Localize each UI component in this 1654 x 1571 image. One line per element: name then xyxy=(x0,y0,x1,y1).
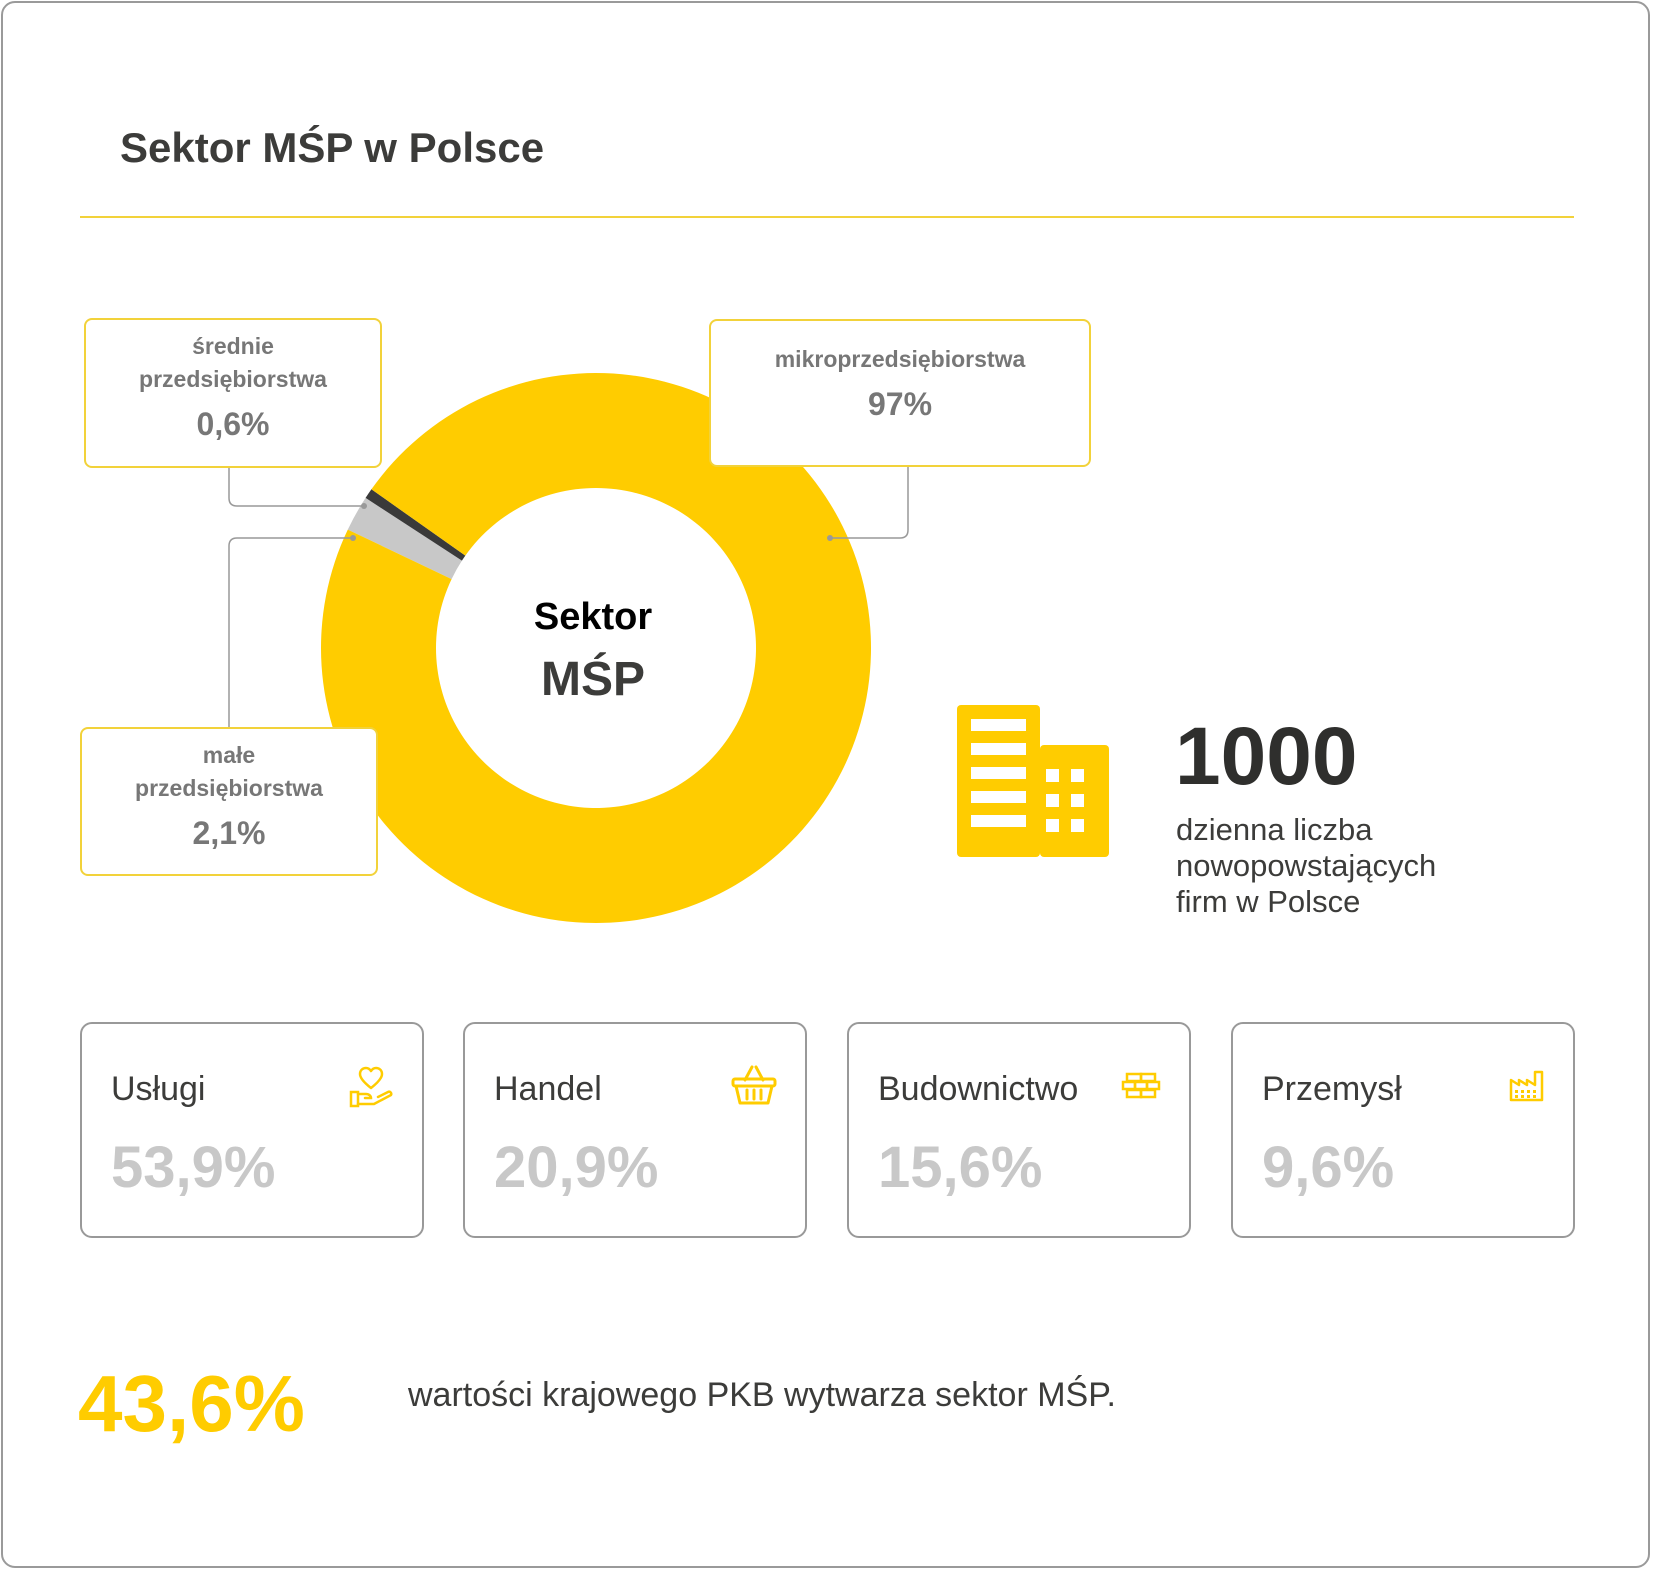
basket-icon xyxy=(731,1065,777,1105)
callout-srednie: średnie przedsiębiorstwa 0,6% xyxy=(84,318,382,468)
sector-name: Handel xyxy=(494,1070,602,1108)
sector-card-budownictwo: Budownictwo 15,6% xyxy=(847,1022,1191,1238)
building-icon xyxy=(957,705,1109,857)
bricks-icon xyxy=(1121,1072,1161,1099)
sector-card-handel: Handel 20,9% xyxy=(463,1022,807,1238)
donut-center-label-top: Sektor xyxy=(533,596,653,638)
donut-slice-male xyxy=(347,497,462,580)
daily-desc-line1: dzienna liczba xyxy=(1176,812,1373,847)
sector-name: Usługi xyxy=(111,1070,206,1108)
leader-dot-srednie xyxy=(361,503,367,509)
donut-center-label-bottom: MŚP xyxy=(540,653,645,706)
gdp-share-description: wartości krajowego PKB wytwarza sektor M… xyxy=(408,1376,1116,1414)
leader-line-mikro xyxy=(830,467,909,539)
callout-mikro-pct: 97% xyxy=(867,386,933,422)
callout-srednie-pct: 0,6% xyxy=(196,406,270,442)
sector-card-uslugi: Usługi 53,9% xyxy=(80,1022,424,1238)
leader-line-male xyxy=(228,537,353,727)
leader-line-srednie xyxy=(228,468,364,507)
hand-heart-icon xyxy=(349,1066,393,1108)
sector-card-przemysl: Przemysł 9,6% xyxy=(1231,1022,1575,1238)
sector-value: 20,9% xyxy=(494,1135,659,1200)
sector-value: 15,6% xyxy=(878,1135,1043,1200)
sector-value: 53,9% xyxy=(111,1135,276,1200)
daily-new-firms-number: 1000 xyxy=(1175,711,1358,802)
donut-slice-srednie xyxy=(365,489,466,561)
sector-value: 9,6% xyxy=(1262,1135,1395,1200)
factory-icon xyxy=(1509,1070,1544,1102)
sector-name: Budownictwo xyxy=(878,1070,1079,1108)
callout-mikro-line1: mikroprzedsiębiorstwa xyxy=(774,346,1026,372)
callout-mikro: mikroprzedsiębiorstwa 97% xyxy=(709,319,1091,467)
callout-srednie-line1: średnie xyxy=(192,333,274,359)
page-title: Sektor MŚP w Polsce xyxy=(120,124,545,171)
daily-desc-line3: firm w Polsce xyxy=(1176,884,1361,919)
leader-dot-mikro xyxy=(827,535,833,541)
callout-male-line2: przedsiębiorstwa xyxy=(135,775,323,801)
callout-srednie-line2: przedsiębiorstwa xyxy=(139,366,327,392)
title-divider xyxy=(80,216,1574,218)
leader-dot-male xyxy=(350,535,356,541)
gdp-share-value: 43,6% xyxy=(78,1359,305,1448)
callout-male: małe przedsiębiorstwa 2,1% xyxy=(80,727,378,876)
sector-name: Przemysł xyxy=(1262,1070,1402,1108)
daily-new-firms-description: dzienna liczba nowopowstających firm w P… xyxy=(1176,812,1476,920)
callout-male-pct: 2,1% xyxy=(192,815,266,851)
callout-male-line1: małe xyxy=(202,742,256,768)
donut-slice-mikro xyxy=(321,373,871,924)
daily-desc-line2: nowopowstających xyxy=(1176,848,1437,883)
